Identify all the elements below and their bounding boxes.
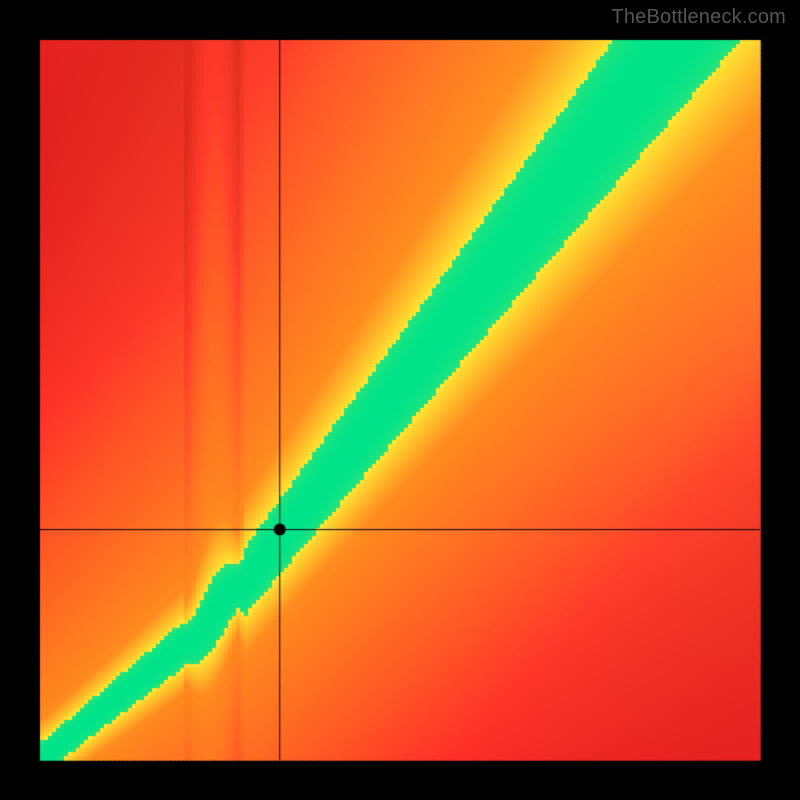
watermark-text: TheBottleneck.com [611, 6, 786, 29]
chart-container: TheBottleneck.com [0, 0, 800, 800]
heatmap-canvas [0, 0, 800, 800]
